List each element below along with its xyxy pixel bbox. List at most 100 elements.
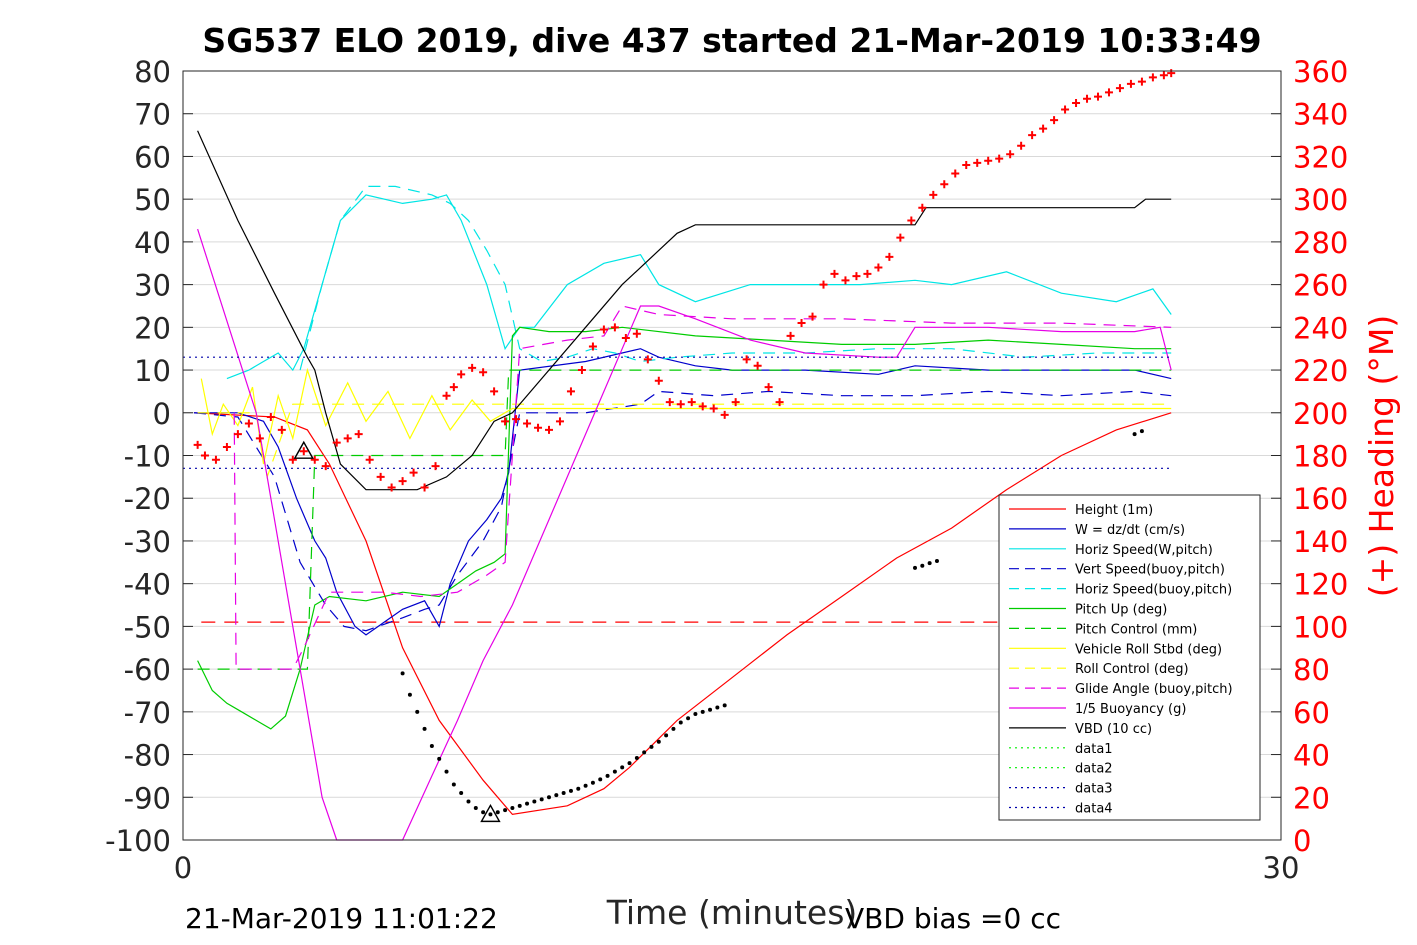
y2-tick-label: 180	[1293, 440, 1348, 474]
y2-tick-label: 160	[1293, 482, 1348, 516]
dot-marker	[612, 769, 617, 774]
heading-point	[918, 203, 927, 212]
heading-point	[376, 472, 385, 481]
heading-point	[753, 361, 762, 370]
y-tick-label: 30	[134, 269, 171, 303]
dot-marker	[620, 765, 625, 770]
dot-marker	[664, 733, 669, 738]
legend-label: 1/5 Buoyancy (g)	[1075, 702, 1186, 717]
heading-point	[621, 334, 630, 343]
right-axis: 3603403203002802602402202001801601401201…	[1271, 55, 1348, 858]
heading-markers	[193, 69, 1176, 492]
series-line	[194, 348, 1172, 636]
y2-tick-label: 320	[1293, 140, 1348, 174]
right-axis-label: (+) Heading (°M)	[1362, 315, 1401, 597]
heading-point	[984, 156, 993, 165]
heading-point	[973, 158, 982, 167]
heading-point	[764, 383, 773, 392]
y-tick-label: 0	[153, 397, 171, 431]
legend-label: Height (1m)	[1075, 503, 1153, 518]
series-line	[197, 403, 1172, 480]
legend-label: Vehicle Roll Stbd (deg)	[1075, 642, 1222, 657]
heading-point	[211, 455, 220, 464]
y-tick-label: -100	[105, 824, 171, 858]
heading-point	[266, 413, 275, 422]
dot-marker	[598, 777, 603, 782]
dot-marker	[700, 709, 705, 714]
heading-point	[797, 319, 806, 328]
y-tick-label: 50	[134, 183, 171, 217]
dot-marker	[510, 805, 515, 810]
heading-point	[995, 154, 1004, 163]
legend-label: data3	[1075, 782, 1113, 797]
x-tick-label: 0	[174, 851, 192, 885]
y2-tick-label: 100	[1293, 610, 1348, 644]
heading-point	[501, 417, 510, 426]
dot-marker	[407, 692, 412, 697]
heading-point	[387, 483, 396, 492]
y-tick-label: -90	[124, 781, 171, 815]
y-tick-label: 40	[134, 226, 171, 260]
y-tick-label: 70	[134, 98, 171, 132]
dot-marker	[583, 783, 588, 788]
y2-tick-label: 140	[1293, 525, 1348, 559]
heading-point	[1148, 73, 1157, 82]
dot-marker	[649, 744, 654, 749]
heading-point	[288, 455, 297, 464]
y2-tick-label: 80	[1293, 653, 1330, 687]
heading-point	[852, 272, 861, 281]
heading-point	[354, 430, 363, 439]
heading-point	[940, 180, 949, 189]
y-tick-label: -40	[124, 568, 171, 602]
heading-point	[365, 455, 374, 464]
dot-marker	[429, 744, 434, 749]
x-tick-label: 30	[1263, 851, 1300, 885]
heading-point	[555, 417, 564, 426]
series-line	[197, 130, 1172, 491]
series-line	[233, 305, 1172, 670]
heading-point	[1072, 99, 1081, 108]
y-tick-label: -10	[124, 440, 171, 474]
heading-point	[1039, 124, 1048, 133]
dot-marker	[517, 803, 522, 808]
heading-point	[1006, 150, 1015, 159]
legend-label: VBD (10 cc)	[1075, 722, 1152, 737]
dot-marker	[913, 565, 917, 570]
y-tick-label: 80	[134, 55, 171, 89]
y-tick-label: -70	[124, 696, 171, 730]
heading-point	[786, 331, 795, 340]
y2-tick-label: 300	[1293, 183, 1348, 217]
heading-point	[808, 312, 817, 321]
dot-marker	[415, 709, 420, 714]
dot-marker	[656, 739, 661, 744]
dot-marker	[561, 791, 566, 796]
heading-point	[1028, 131, 1037, 140]
y-tick-label: -30	[124, 525, 171, 559]
series-line	[299, 185, 1172, 371]
heading-point	[255, 434, 264, 443]
heading-point	[720, 410, 729, 419]
legend-label: data1	[1075, 742, 1113, 757]
dot-marker	[473, 805, 478, 810]
footer-timestamp: 21-Mar-2019 11:01:22	[185, 902, 498, 935]
dot-marker	[1132, 432, 1137, 437]
dot-marker	[708, 707, 713, 712]
y-tick-label: -60	[124, 653, 171, 687]
heading-point	[200, 451, 209, 460]
dot-marker	[634, 755, 639, 760]
dot-marker	[481, 810, 486, 815]
dot-marker	[576, 786, 581, 791]
heading-point	[687, 398, 696, 407]
dot-marker	[539, 797, 544, 802]
series-line	[197, 369, 1172, 670]
heading-point	[874, 263, 883, 272]
heading-point	[409, 468, 418, 477]
y-tick-label: 20	[134, 311, 171, 345]
heading-point	[962, 160, 971, 169]
legend-label: Horiz Speed(buoy,pitch)	[1075, 583, 1232, 598]
legend-label: Vert Speed(buoy,pitch)	[1075, 563, 1225, 578]
heading-point	[479, 368, 488, 377]
legend-label: data2	[1075, 762, 1113, 777]
footer-vbd-bias: VBD bias =0 cc	[845, 902, 1061, 935]
